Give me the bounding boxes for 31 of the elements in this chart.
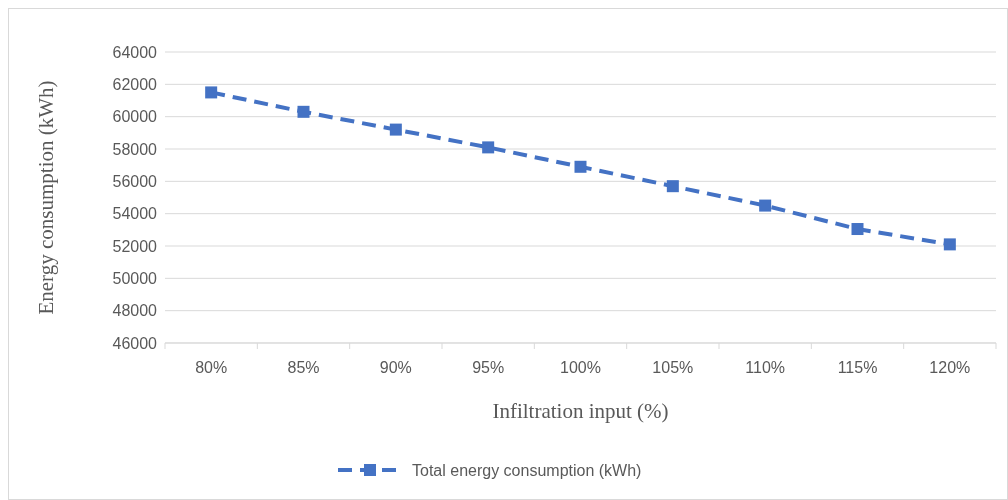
y-tick-label: 62000 (112, 75, 158, 93)
x-tick-label: 90% (379, 359, 412, 376)
point (851, 223, 864, 236)
x-tick-label: 80% (195, 359, 228, 376)
y-tick-label: 64000 (112, 43, 158, 61)
point (389, 123, 402, 136)
y-axis-title: Energy consumption (kWh) (34, 80, 58, 315)
point (943, 238, 956, 251)
point (759, 199, 772, 212)
y-tick-label: 54000 (112, 205, 158, 223)
y-tick-label: 50000 (112, 269, 158, 287)
x-axis-title: Infiltration input (%) (492, 399, 669, 423)
point (482, 141, 495, 154)
point (205, 86, 218, 99)
x-tick-label: 105% (652, 359, 694, 376)
legend-label: Total energy consumption (kWh) (412, 461, 642, 479)
y-tick-label: 48000 (112, 302, 158, 320)
x-tick-label: 115% (837, 359, 878, 376)
x-tick-label: 100% (560, 359, 601, 376)
x-tick-label: 95% (472, 359, 505, 376)
point (574, 160, 587, 173)
y-tick-label: 52000 (112, 237, 158, 255)
y-tick-label: 46000 (112, 334, 158, 352)
y-tick-label: 56000 (112, 172, 158, 190)
y-tick-label: 60000 (112, 108, 158, 126)
x-tick-label: 85% (287, 359, 320, 376)
x-tick-label: 110% (745, 359, 786, 376)
x-tick-label: 120% (929, 359, 971, 376)
point (297, 105, 310, 118)
point (666, 180, 679, 193)
y-tick-label: 58000 (112, 140, 158, 158)
